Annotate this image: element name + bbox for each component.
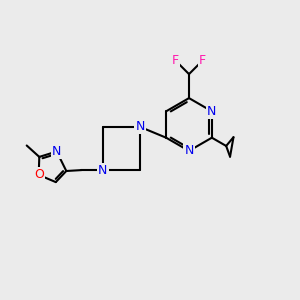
Text: F: F — [199, 54, 206, 67]
Text: N: N — [184, 144, 194, 158]
Text: N: N — [135, 120, 145, 134]
Text: O: O — [34, 168, 43, 182]
Text: N: N — [207, 105, 217, 118]
Text: N: N — [52, 145, 62, 158]
Text: N: N — [98, 164, 108, 177]
Text: F: F — [172, 54, 179, 67]
